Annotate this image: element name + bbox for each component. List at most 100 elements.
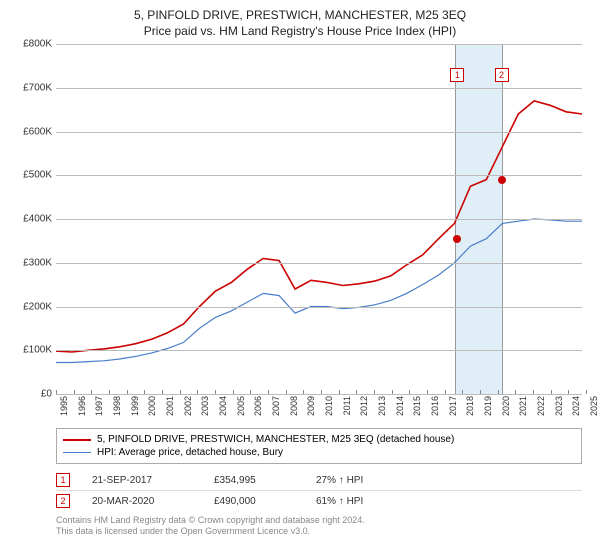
x-tick-mark xyxy=(180,390,181,394)
x-tick-label: 2011 xyxy=(342,396,352,415)
legend-swatch-property xyxy=(63,439,91,441)
x-tick-mark xyxy=(498,390,499,394)
x-tick-mark xyxy=(586,390,587,394)
x-tick-mark xyxy=(144,390,145,394)
y-tick-label: £300K xyxy=(23,257,52,268)
x-tick-label: 2017 xyxy=(448,396,458,416)
legend-item-property: 5, PINFOLD DRIVE, PRESTWICH, MANCHESTER,… xyxy=(63,433,575,446)
sale-badge: 1 xyxy=(56,473,70,487)
x-tick-mark xyxy=(568,390,569,394)
sale-hpi: 27% ↑ HPI xyxy=(316,475,416,486)
x-tick-label: 2015 xyxy=(412,396,422,416)
chart-container: 5, PINFOLD DRIVE, PRESTWICH, MANCHESTER,… xyxy=(0,0,600,542)
x-tick-label: 2002 xyxy=(183,396,193,416)
y-gridline xyxy=(56,88,582,89)
x-tick-mark xyxy=(427,390,428,394)
sale-marker-dot xyxy=(498,176,506,184)
x-tick-label: 2004 xyxy=(218,396,228,416)
y-tick-label: £800K xyxy=(23,39,52,50)
x-tick-label: 1995 xyxy=(59,396,69,416)
x-tick-mark xyxy=(197,390,198,394)
x-tick-mark xyxy=(250,390,251,394)
x-tick-mark xyxy=(127,390,128,394)
x-tick-label: 2009 xyxy=(306,396,316,416)
attribution-line1: Contains HM Land Registry data © Crown c… xyxy=(56,515,582,526)
chart-subtitle: Price paid vs. HM Land Registry's House … xyxy=(12,24,588,38)
x-tick-mark xyxy=(56,390,57,394)
y-tick-label: £100K xyxy=(23,345,52,356)
x-tick-mark xyxy=(74,390,75,394)
legend-item-hpi: HPI: Average price, detached house, Bury xyxy=(63,446,575,459)
sale-hpi: 61% ↑ HPI xyxy=(316,496,416,507)
x-tick-mark xyxy=(445,390,446,394)
y-tick-label: £0 xyxy=(41,389,52,400)
sale-row: 2 20-MAR-2020 £490,000 61% ↑ HPI xyxy=(56,491,582,511)
y-axis: £0£100K£200K£300K£400K£500K£600K£700K£80… xyxy=(12,44,56,394)
x-tick-label: 2007 xyxy=(271,396,281,416)
sale-badge: 2 xyxy=(56,494,70,508)
x-tick-label: 2003 xyxy=(200,396,210,416)
x-tick-label: 2000 xyxy=(147,396,157,416)
x-tick-mark xyxy=(533,390,534,394)
y-gridline xyxy=(56,350,582,351)
x-tick-mark xyxy=(551,390,552,394)
x-tick-label: 2013 xyxy=(377,396,387,416)
y-tick-label: £200K xyxy=(23,301,52,312)
x-tick-label: 2010 xyxy=(324,396,334,416)
x-tick-label: 1999 xyxy=(130,396,140,416)
x-tick-label: 2006 xyxy=(253,396,263,416)
y-tick-label: £600K xyxy=(23,126,52,137)
sale-date: 21-SEP-2017 xyxy=(92,475,192,486)
y-gridline xyxy=(56,219,582,220)
sale-price: £490,000 xyxy=(214,496,294,507)
x-tick-mark xyxy=(392,390,393,394)
x-tick-label: 2005 xyxy=(236,396,246,416)
chart-title: 5, PINFOLD DRIVE, PRESTWICH, MANCHESTER,… xyxy=(12,8,588,22)
x-tick-mark xyxy=(268,390,269,394)
plot-inner: 12 xyxy=(56,44,582,394)
y-tick-label: £700K xyxy=(23,82,52,93)
y-tick-label: £400K xyxy=(23,214,52,225)
x-tick-mark xyxy=(162,390,163,394)
x-tick-mark xyxy=(356,390,357,394)
x-tick-mark xyxy=(109,390,110,394)
sale-marker-box: 1 xyxy=(450,68,464,82)
y-gridline xyxy=(56,132,582,133)
x-tick-label: 2024 xyxy=(571,396,581,416)
x-tick-label: 1998 xyxy=(112,396,122,416)
y-gridline xyxy=(56,307,582,308)
sale-marker-box: 2 xyxy=(495,68,509,82)
x-tick-mark xyxy=(374,390,375,394)
x-tick-label: 2021 xyxy=(518,396,528,416)
x-tick-label: 2022 xyxy=(536,396,546,416)
x-tick-label: 1997 xyxy=(94,396,104,416)
x-tick-mark xyxy=(303,390,304,394)
property-line xyxy=(56,101,582,352)
legend-swatch-hpi xyxy=(63,452,91,453)
y-tick-label: £500K xyxy=(23,170,52,181)
legend: 5, PINFOLD DRIVE, PRESTWICH, MANCHESTER,… xyxy=(56,428,582,464)
x-tick-label: 1996 xyxy=(77,396,87,416)
x-tick-label: 2019 xyxy=(483,396,493,416)
attribution-line2: This data is licensed under the Open Gov… xyxy=(56,526,582,537)
sale-date: 20-MAR-2020 xyxy=(92,496,192,507)
attribution: Contains HM Land Registry data © Crown c… xyxy=(56,515,582,538)
x-tick-label: 2014 xyxy=(395,396,405,416)
x-tick-mark xyxy=(480,390,481,394)
x-tick-mark xyxy=(339,390,340,394)
x-tick-label: 2018 xyxy=(465,396,475,416)
sales-table: 1 21-SEP-2017 £354,995 27% ↑ HPI 2 20-MAR-202… xyxy=(56,470,582,511)
plot-area: £0£100K£200K£300K£400K£500K£600K£700K£80… xyxy=(56,44,582,394)
y-gridline xyxy=(56,44,582,45)
legend-label-hpi: HPI: Average price, detached house, Bury xyxy=(97,447,283,458)
x-tick-mark xyxy=(233,390,234,394)
legend-label-property: 5, PINFOLD DRIVE, PRESTWICH, MANCHESTER,… xyxy=(97,434,454,445)
x-tick-label: 2012 xyxy=(359,396,369,416)
x-tick-label: 2016 xyxy=(430,396,440,416)
x-tick-mark xyxy=(321,390,322,394)
x-tick-label: 2023 xyxy=(554,396,564,416)
sale-price: £354,995 xyxy=(214,475,294,486)
y-gridline xyxy=(56,263,582,264)
x-tick-mark xyxy=(286,390,287,394)
x-tick-label: 2025 xyxy=(589,396,599,416)
